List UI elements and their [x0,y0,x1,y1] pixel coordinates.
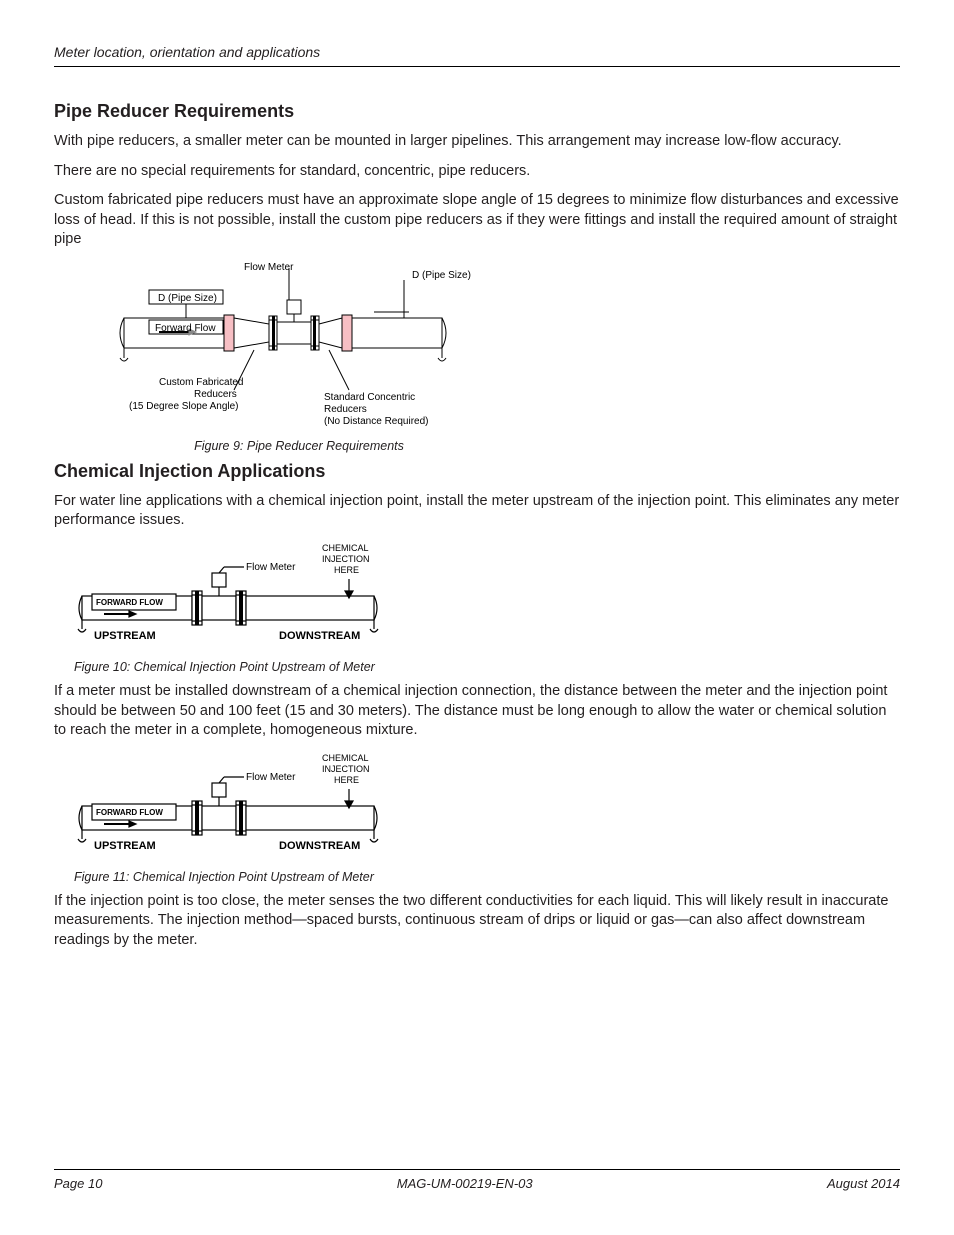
fig9-label-std3: (No Distance Required) [324,416,429,427]
figure-10-svg: Flow Meter FORWARD FLOW UPSTREAM DOWNSTR… [74,541,394,651]
fig10-forward: FORWARD FLOW [96,598,163,607]
fig11-chem3: HERE [334,775,359,785]
running-header: Meter location, orientation and applicat… [54,44,900,67]
para-mid: If a meter must be installed downstream … [54,682,900,741]
fig10-upstream: UPSTREAM [94,630,156,642]
figure-11: Flow Meter FORWARD FLOW UPSTREAM DOWNSTR… [74,751,414,884]
page-footer: Page 10 MAG-UM-00219-EN-03 August 2014 [54,1169,900,1191]
footer-page: Page 10 [54,1176,102,1191]
fig11-upstream: UPSTREAM [94,840,156,852]
para-s1-1: With pipe reducers, a smaller meter can … [54,132,900,152]
footer-date: August 2014 [827,1176,900,1191]
footer-doc-id: MAG-UM-00219-EN-03 [397,1176,533,1191]
figure-11-svg: Flow Meter FORWARD FLOW UPSTREAM DOWNSTR… [74,751,394,861]
fig10-downstream: DOWNSTREAM [279,630,360,642]
fig9-label-flowmeter: Flow Meter [244,262,294,273]
figure-9-svg: Flow Meter D (Pipe Size) D (Pipe Size) F… [114,260,484,430]
fig11-forward: FORWARD FLOW [96,808,163,817]
fig9-label-custom1: Custom Fabricated [159,377,243,388]
fig10-flowmeter: Flow Meter [246,562,296,573]
fig9-label-std1: Standard Concentric [324,392,415,403]
fig9-label-d-left: D (Pipe Size) [158,293,217,304]
para-s1-2: There are no special requirements for st… [54,162,900,182]
fig9-label-std2: Reducers [324,404,367,415]
fig10-chem2: INJECTION [322,554,370,564]
fig10-chem3: HERE [334,565,359,575]
fig11-downstream: DOWNSTREAM [279,840,360,852]
heading-chemical: Chemical Injection Applications [54,461,900,482]
figure-9: Flow Meter D (Pipe Size) D (Pipe Size) F… [114,260,484,453]
para-s1-3: Custom fabricated pipe reducers must hav… [54,191,900,250]
fig9-label-d-right: D (Pipe Size) [412,270,471,281]
fig9-label-custom2: Reducers [194,389,237,400]
figure-10-caption: Figure 10: Chemical Injection Point Upst… [74,660,414,674]
figure-9-caption: Figure 9: Pipe Reducer Requirements [114,439,484,453]
para-end: If the injection point is too close, the… [54,892,900,951]
fig11-chem1: CHEMICAL [322,753,369,763]
fig11-chem2: INJECTION [322,764,370,774]
figure-11-caption: Figure 11: Chemical Injection Point Upst… [74,870,414,884]
heading-pipe-reducer: Pipe Reducer Requirements [54,101,900,122]
figure-10: Flow Meter FORWARD FLOW UPSTREAM DOWNSTR… [74,541,414,674]
fig10-chem1: CHEMICAL [322,543,369,553]
para-s2-1: For water line applications with a chemi… [54,492,900,531]
fig9-label-forward: Forward Flow [155,323,216,334]
fig9-label-custom3: (15 Degree Slope Angle) [129,401,239,412]
fig11-flowmeter: Flow Meter [246,772,296,783]
page-content: Meter location, orientation and applicat… [0,0,954,950]
